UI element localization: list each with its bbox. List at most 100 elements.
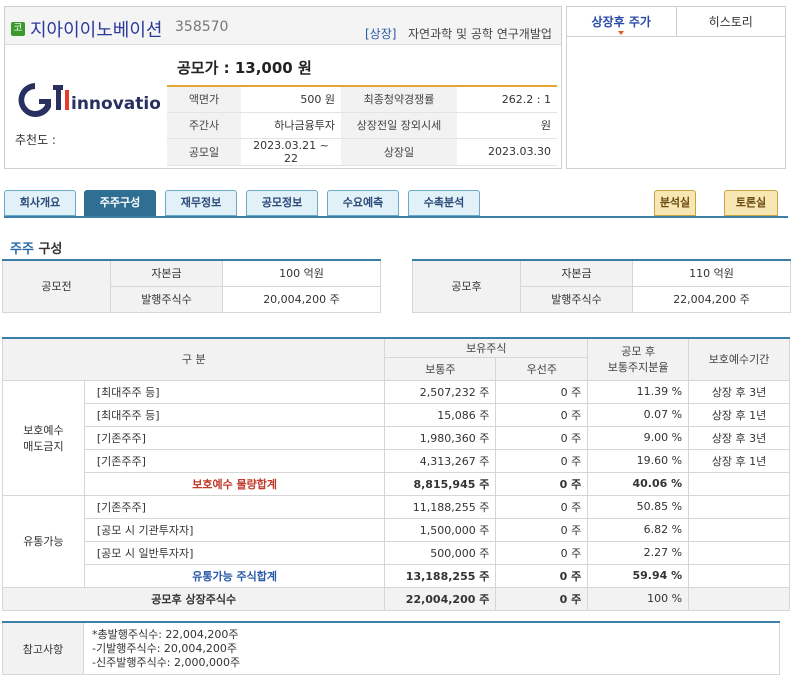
- group-lockup-line1: 보호예수: [23, 423, 64, 437]
- ipo-price: 공모가 : 13,000 원: [177, 59, 312, 77]
- row-common: 2,507,232 주: [384, 379, 497, 404]
- table-row: [최대주주 등] 15,086 주 0 주 0.07 % 상장 후 1년: [3, 402, 790, 427]
- row-preferred: 0 주: [495, 402, 589, 427]
- row-common: 1,980,360 주: [384, 425, 497, 450]
- row-ratio: 11.39 %: [587, 379, 690, 404]
- face-value-label: 액면가: [167, 86, 241, 113]
- row-preferred: 0 주: [495, 494, 589, 519]
- company-name[interactable]: 지아이이노베이션: [30, 20, 163, 41]
- header-common: 보통주: [384, 356, 497, 381]
- row-item: [기존주주]: [83, 425, 386, 450]
- table-row: [공모 시 기관투자자] 1,500,000 주 0 주 6.82 %: [3, 517, 790, 542]
- grand-total-common: 22,004,200 주: [384, 586, 497, 611]
- grand-total-ratio: 100 %: [587, 586, 690, 611]
- logo-text: innovation: [71, 94, 160, 114]
- chart-panel: 상장후 주가 히스토리: [566, 6, 786, 169]
- tab-divider: [4, 216, 788, 218]
- pre-ipo-label: 공모전: [2, 259, 111, 313]
- tab-company-overview[interactable]: 회사개요: [4, 190, 76, 216]
- row-item: [기존주주]: [83, 494, 386, 519]
- notes-line: -기발행주식수: 20,004,200주: [92, 641, 237, 655]
- table-row: [공모 시 일반투자자] 500,000 주 0 주 2.27 %: [3, 540, 790, 565]
- company-info-panel: 코 지아이이노베이션 358570 [상장] 자연과학 및 공학 연구개발업 i…: [4, 6, 562, 169]
- lockup-subtotal-preferred: 0 주: [495, 471, 589, 496]
- row-item: [기존주주]: [83, 448, 386, 473]
- row-period: 상장 후 1년: [688, 402, 790, 427]
- row-ratio: 9.00 %: [587, 425, 690, 450]
- ipo-info-table: 액면가 500 원 최종청약경쟁률 262.2 : 1 주간사 하나금융투자 상…: [167, 85, 557, 166]
- grand-total-label: 공모후 상장주식수: [1, 586, 386, 611]
- section-title-highlight: 주주: [10, 242, 34, 257]
- table-row: [기존주주] 4,313,267 주 0 주 19.60 % 상장 후 1년: [3, 448, 790, 473]
- grand-total-preferred: 0 주: [495, 586, 589, 611]
- otc-price: 원: [457, 112, 557, 139]
- floatable-subtotal-preferred: 0 주: [495, 563, 589, 588]
- notes-body: *총발행주식수: 22,004,200주 -기발행주식수: 20,004,200…: [83, 621, 780, 675]
- tab-financials[interactable]: 재무정보: [165, 190, 237, 216]
- group-floatable: 유통가능: [2, 494, 85, 588]
- row-item: [최대주주 등]: [83, 402, 386, 427]
- header-category: 구 분: [1, 337, 386, 381]
- row-common: 4,313,267 주: [384, 448, 497, 473]
- competition-label: 최종청약경쟁률: [341, 86, 457, 113]
- header-holding: 보유주식: [384, 337, 589, 358]
- table-row: 유통가능 [기존주주] 11,188,255 주 0 주 50.85 %: [2, 494, 790, 588]
- row-period: [688, 517, 790, 542]
- tab-analysis-room[interactable]: 분석실: [654, 190, 696, 216]
- row-period: 상장 후 3년: [688, 425, 790, 450]
- pre-shares-label: 발행주식수: [110, 285, 223, 313]
- tab-post-listing-price[interactable]: 상장후 주가: [567, 7, 677, 36]
- floatable-subtotal-ratio: 59.94 %: [587, 563, 690, 588]
- lockup-subtotal-ratio: 40.06 %: [587, 471, 690, 496]
- otc-price-label: 상장전일 장외시세: [341, 112, 457, 139]
- group-lockup-line2: 매도금지: [23, 439, 64, 453]
- row-period: [688, 540, 790, 565]
- chart-tabs: 상장후 주가 히스토리: [567, 7, 785, 37]
- post-capital: 110 억원: [632, 259, 791, 287]
- pre-capital-label: 자본금: [110, 259, 223, 287]
- notes-table: 참고사항 *총발행주식수: 22,004,200주 -기발행주식수: 20,00…: [2, 621, 780, 675]
- pre-capital: 100 억원: [222, 259, 381, 287]
- header-lockup: 보호예수기간: [688, 337, 790, 381]
- row-period: [688, 494, 790, 519]
- underwriter: 하나금융투자: [241, 112, 341, 139]
- market-status: [상장]: [365, 27, 397, 41]
- row-common: 11,188,255 주: [384, 494, 497, 519]
- section-title: 주주 구성: [10, 238, 62, 257]
- listing-date: 2023.03.30: [457, 138, 557, 166]
- tab-history[interactable]: 히스토리: [676, 7, 785, 36]
- company-code: 358570: [175, 19, 229, 35]
- tab-demand-forecast[interactable]: 수요예측: [327, 190, 399, 216]
- underwriter-label: 주간사: [167, 112, 241, 139]
- notes-line: *총발행주식수: 22,004,200주: [92, 627, 239, 641]
- row-period: 상장 후 3년: [688, 379, 790, 404]
- header-ratio-line2: 보통주지분율: [607, 361, 669, 375]
- tab-discussion-room[interactable]: 토론실: [724, 190, 778, 216]
- tab-shareholders[interactable]: 주주구성: [84, 190, 156, 216]
- row-ratio: 0.07 %: [587, 402, 690, 427]
- header-ratio: 공모 후 보통주지분율: [587, 337, 690, 381]
- recommend-label: 추천도 :: [15, 133, 56, 147]
- tab-ipo-info[interactable]: 공모정보: [246, 190, 318, 216]
- row-preferred: 0 주: [495, 379, 589, 404]
- notes-line: -신주발행주식수: 2,000,000주: [92, 655, 241, 669]
- section-title-rest: 구성: [33, 242, 63, 257]
- competition-rate: 262.2 : 1: [457, 86, 557, 113]
- row-preferred: 0 주: [495, 540, 589, 565]
- row-ratio: 50.85 %: [587, 494, 690, 519]
- company-logo: innovation: [18, 83, 160, 117]
- post-shares: 22,004,200 주: [632, 285, 791, 313]
- row-item: [공모 시 일반투자자]: [83, 540, 386, 565]
- tab-profit-analysis[interactable]: 수촉분석: [408, 190, 480, 216]
- post-ipo-table: 공모후 자본금 110 억원 발행주식수 22,004,200 주: [412, 259, 791, 313]
- ipo-date: 2023.03.21 ~ 22: [241, 138, 341, 166]
- row-ratio: 19.60 %: [587, 448, 690, 473]
- listing-date-label: 상장일: [341, 138, 457, 166]
- pre-shares: 20,004,200 주: [222, 285, 381, 313]
- lockup-subtotal-label: 보호예수 물량합계: [83, 471, 386, 496]
- floatable-subtotal-common: 13,188,255 주: [384, 563, 497, 588]
- grand-total-row: 공모후 상장주식수 22,004,200 주 0 주 100 %: [1, 586, 790, 611]
- header-preferred: 우선주: [495, 356, 589, 381]
